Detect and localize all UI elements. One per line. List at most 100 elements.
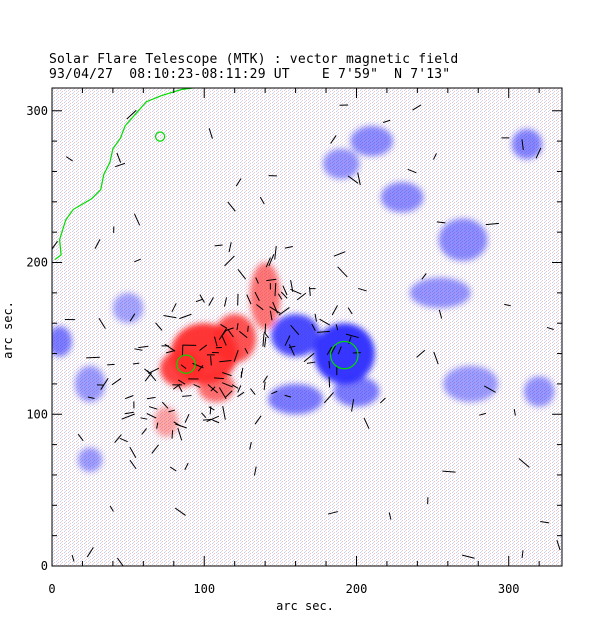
- field-vector: [179, 313, 192, 320]
- field-vector: [254, 415, 262, 425]
- field-vector: [212, 419, 220, 424]
- field-vector: [86, 356, 100, 359]
- field-vector: [351, 399, 355, 412]
- field-vector: [337, 266, 348, 278]
- field-vector: [504, 303, 511, 307]
- field-vector: [116, 557, 124, 566]
- y-tick-label: 0: [41, 559, 48, 573]
- field-vector: [485, 222, 500, 226]
- field-vector: [382, 119, 391, 123]
- field-vector: [269, 310, 273, 321]
- field-vector: [206, 415, 220, 423]
- field-vector: [100, 377, 109, 390]
- polarity-regions: [52, 125, 555, 472]
- field-vector: [296, 292, 307, 301]
- field-vector: [177, 428, 183, 441]
- field-vector: [221, 335, 227, 346]
- field-vector: [164, 343, 176, 352]
- field-vector: [357, 172, 361, 186]
- field-vector: [165, 350, 176, 354]
- field-vector: [225, 327, 234, 332]
- field-vector: [121, 413, 135, 420]
- field-vector: [244, 347, 249, 354]
- field-vector: [274, 245, 277, 260]
- polarity-region-positive-5: [154, 406, 179, 438]
- field-vector: [236, 323, 239, 331]
- field-vector: [540, 520, 550, 524]
- field-vector: [282, 285, 288, 296]
- field-vector: [288, 344, 295, 356]
- field-vector: [254, 291, 260, 301]
- field-vector: [201, 412, 207, 419]
- field-vector: [178, 379, 186, 385]
- polarity-region-negative-12: [350, 125, 394, 157]
- field-vector: [255, 277, 259, 284]
- field-vector: [169, 466, 177, 472]
- field-vector: [240, 367, 244, 377]
- polarity-region-negative-13: [511, 128, 543, 160]
- contour-limb-top: [204, 80, 242, 86]
- polarity-region-negative-15: [409, 277, 471, 309]
- field-vector: [227, 201, 236, 212]
- field-vector: [184, 462, 189, 471]
- polarity-region-negative-20: [443, 365, 499, 403]
- field-vector: [184, 413, 190, 423]
- x-tick-label: 100: [193, 582, 215, 596]
- field-vectors: [52, 104, 561, 566]
- field-vector: [483, 385, 496, 393]
- polarity-region-negative-19: [112, 292, 144, 324]
- field-vector: [146, 396, 156, 400]
- field-vector: [171, 430, 174, 439]
- field-vector: [223, 297, 228, 307]
- field-vector: [174, 507, 186, 516]
- contour-limb: [54, 88, 198, 260]
- field-vector: [274, 283, 277, 297]
- field-vector: [272, 301, 279, 314]
- green-contours: [54, 80, 359, 374]
- field-vector: [521, 139, 524, 151]
- polarity-region-negative-11: [380, 182, 424, 213]
- field-vector: [266, 278, 277, 282]
- field-vector: [237, 385, 242, 393]
- field-vector: [284, 335, 291, 346]
- field-vector: [218, 387, 227, 400]
- polarity-region-negative-21: [322, 148, 360, 180]
- field-vector: [129, 459, 137, 470]
- chart-subtitle: 93/04/27 08:10:23-08:11:29 UT E 7'59" N …: [49, 67, 451, 82]
- field-vector: [180, 364, 187, 369]
- polarity-region-negative-17: [74, 365, 106, 403]
- field-vector: [222, 372, 232, 377]
- field-vector: [268, 253, 275, 267]
- field-vector: [87, 396, 95, 400]
- field-vector: [250, 388, 256, 396]
- field-vector: [227, 328, 234, 338]
- field-vector: [323, 392, 334, 404]
- field-vector: [407, 168, 417, 174]
- field-vector: [228, 242, 232, 253]
- polarity-region-positive-4: [198, 371, 235, 403]
- field-vector: [379, 397, 386, 404]
- field-vector: [214, 244, 223, 247]
- field-vector: [156, 422, 159, 429]
- field-vector: [71, 554, 75, 562]
- field-vector: [433, 351, 439, 365]
- contour-circle-2: [154, 131, 166, 142]
- field-vector: [126, 109, 137, 120]
- field-vector: [213, 377, 224, 380]
- field-vector: [116, 152, 122, 163]
- field-vector: [347, 175, 359, 184]
- field-vector: [256, 304, 264, 311]
- field-vector: [124, 411, 134, 415]
- field-vector: [124, 395, 134, 400]
- field-vector: [141, 428, 147, 435]
- field-vector: [109, 505, 114, 512]
- polarity-region-positive-1: [160, 350, 203, 387]
- field-vector: [319, 318, 331, 326]
- field-vector: [421, 273, 427, 280]
- field-vector: [148, 406, 158, 410]
- field-vector: [111, 378, 122, 386]
- x-tick-label: 200: [346, 582, 368, 596]
- field-vector: [345, 333, 359, 339]
- field-vector: [284, 394, 292, 398]
- field-vector: [436, 221, 446, 224]
